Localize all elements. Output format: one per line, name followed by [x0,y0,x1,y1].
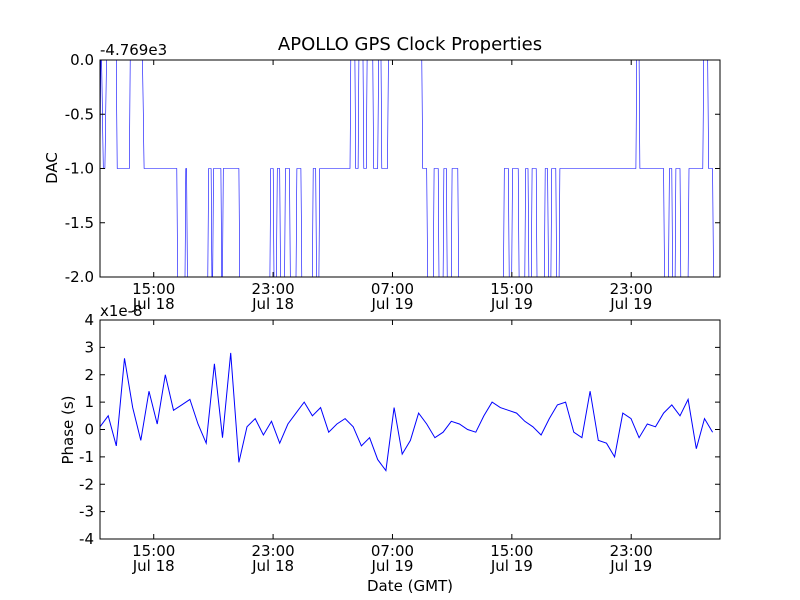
bottom-y-tick-label: 0 [84,421,94,439]
bottom-series-line [99,352,714,472]
top-x-tick-time: 23:00 [610,280,653,298]
top-x-tick-time: 15:00 [490,280,533,298]
top-y-axis-label: DAC [43,152,61,184]
top-x-tick-date: Jul 18 [251,295,294,313]
top-x-tick-date: Jul 19 [609,295,652,313]
bottom-y-axis-label: Phase (s) [59,395,77,464]
bottom-x-tick-date: Jul 19 [490,557,533,575]
bottom-y-tick-label: 4 [84,311,94,329]
top-series-polyline [99,59,714,278]
top-x-tick-date: Jul 19 [490,295,533,313]
bottom-y-ticks: 4 3 2 1 0 -1 -2 -3 -4 [79,311,720,548]
bottom-x-tick-time: 23:00 [251,542,294,560]
bottom-y-tick-label: -2 [79,475,94,493]
top-y-tick-label: -1.0 [65,160,94,178]
bottom-x-tick-time: 07:00 [371,542,414,560]
chart-title: APOLLO GPS Clock Properties [278,34,542,55]
bottom-series-polyline [99,352,714,472]
top-y-tick-label: 0.0 [70,51,94,69]
bottom-x-tick-date: Jul 19 [609,557,652,575]
x-axis-label: Date (GMT) [367,577,453,595]
top-x-tick-time: 15:00 [132,280,175,298]
bottom-y-tick-label: -1 [79,448,94,466]
bottom-x-tick-date: Jul 18 [251,557,294,575]
bottom-offset-label: x1e-8 [100,302,143,320]
bottom-y-tick-label: 3 [84,338,94,356]
top-x-tick-date: Jul 19 [370,295,413,313]
top-y-tick-label: -1.5 [65,214,94,232]
top-x-tick-time: 23:00 [251,280,294,298]
top-y-tick-label: -0.5 [65,105,94,123]
top-x-tick-date: Jul 18 [132,295,175,313]
top-y-tick-label: -2.0 [65,268,94,286]
bottom-y-tick-label: -4 [79,530,94,548]
bottom-y-tick-label: -3 [79,503,94,521]
bottom-x-tick-time: 23:00 [610,542,653,560]
bottom-y-tick-label: 1 [84,393,94,411]
bottom-x-tick-time: 15:00 [132,542,175,560]
bottom-x-tick-date: Jul 18 [132,557,175,575]
bottom-y-tick-label: 2 [84,366,94,384]
top-offset-label: -4.769e3 [100,41,167,59]
bottom-x-tick-date: Jul 19 [370,557,413,575]
top-series-line [99,59,714,278]
bottom-x-tick-time: 15:00 [490,542,533,560]
top-x-tick-time: 07:00 [371,280,414,298]
top-y-ticks: 0.0 -0.5 -1.0 -1.5 -2.0 [65,51,720,286]
